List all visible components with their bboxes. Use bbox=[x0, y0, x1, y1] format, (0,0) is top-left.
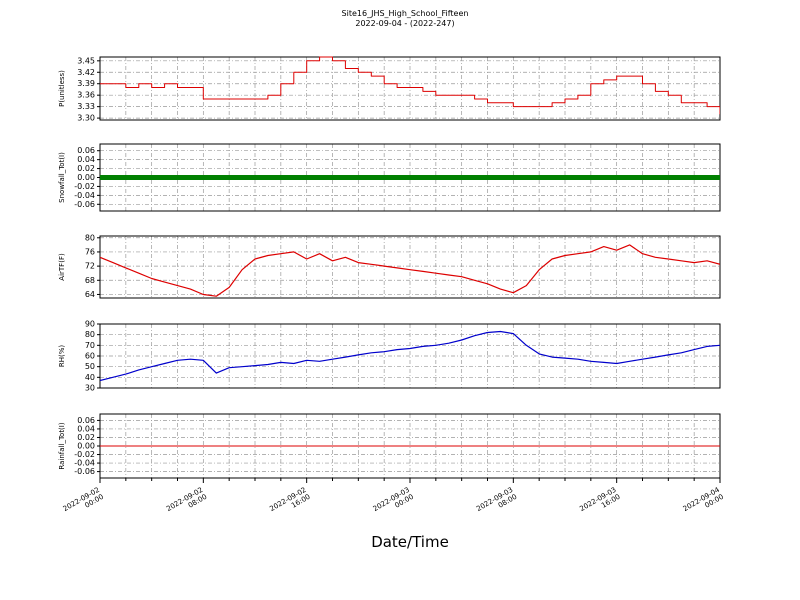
svg-text:0.00: 0.00 bbox=[77, 442, 95, 451]
svg-text:3.33: 3.33 bbox=[77, 102, 95, 111]
panel-Snowfall: -0.06-0.04-0.020.000.020.040.06 Snowfall_… bbox=[58, 143, 721, 212]
svg-text:76: 76 bbox=[85, 247, 95, 256]
chart-subtitle: 2022-09-04 - (2022-247) bbox=[355, 19, 454, 28]
svg-text:AirTF(F): AirTF(F) bbox=[58, 253, 66, 281]
svg-text:0.04: 0.04 bbox=[77, 155, 95, 164]
svg-text:0.00: 0.00 bbox=[77, 173, 95, 182]
svg-text:2022-09-0208:00: 2022-09-0208:00 bbox=[165, 486, 208, 520]
svg-text:68: 68 bbox=[85, 276, 95, 285]
svg-text:2022-09-0400:00: 2022-09-0400:00 bbox=[682, 486, 726, 520]
svg-text:30: 30 bbox=[85, 384, 95, 393]
svg-text:-0.02: -0.02 bbox=[74, 182, 95, 191]
svg-text:-0.04: -0.04 bbox=[74, 459, 95, 468]
svg-text:60: 60 bbox=[85, 352, 95, 361]
svg-text:-0.06: -0.06 bbox=[74, 467, 95, 476]
svg-text:2022-09-0316:00: 2022-09-0316:00 bbox=[578, 486, 621, 520]
svg-text:80: 80 bbox=[85, 330, 95, 339]
svg-text:-0.04: -0.04 bbox=[74, 191, 95, 200]
svg-text:Rainfall_Tot(I): Rainfall_Tot(I) bbox=[58, 422, 66, 469]
svg-text:64: 64 bbox=[85, 290, 95, 299]
svg-text:0.06: 0.06 bbox=[77, 416, 95, 425]
svg-text:2022-09-0200:00: 2022-09-0200:00 bbox=[62, 486, 105, 520]
chart-title: Site16_JHS_High_School_Fifteen bbox=[342, 9, 469, 18]
svg-text:80: 80 bbox=[85, 233, 95, 242]
svg-text:0.06: 0.06 bbox=[77, 146, 95, 155]
svg-text:3.36: 3.36 bbox=[77, 91, 95, 100]
svg-text:3.45: 3.45 bbox=[77, 56, 95, 65]
svg-text:70: 70 bbox=[85, 341, 95, 350]
svg-text:90: 90 bbox=[85, 320, 95, 329]
x-axis-label: Date/Time bbox=[371, 533, 449, 551]
svg-text:40: 40 bbox=[85, 373, 95, 382]
svg-text:RH(%): RH(%) bbox=[58, 345, 66, 368]
svg-text:3.30: 3.30 bbox=[77, 114, 95, 123]
svg-text:3.39: 3.39 bbox=[77, 79, 95, 88]
panel-Rainfall: -0.06-0.04-0.020.000.020.040.06 Rainfall_… bbox=[58, 413, 721, 479]
svg-text:-0.06: -0.06 bbox=[74, 200, 95, 209]
svg-text:0.02: 0.02 bbox=[77, 433, 95, 442]
panel-P: 3.30 3.33 3.36 3.39 3.42 3.45 P(unitless) bbox=[58, 56, 721, 123]
svg-text:50: 50 bbox=[85, 362, 95, 371]
chart-panels: 3.30 3.33 3.36 3.39 3.42 3.45 P(unitless) -0.06… bbox=[58, 56, 726, 520]
svg-text:2022-09-0308:00: 2022-09-0308:00 bbox=[475, 486, 518, 520]
svg-text:Snowfall_Tot(I): Snowfall_Tot(I) bbox=[58, 152, 66, 203]
svg-text:0.02: 0.02 bbox=[77, 164, 95, 173]
svg-text:P(unitless): P(unitless) bbox=[58, 70, 66, 107]
svg-text:-0.02: -0.02 bbox=[74, 450, 95, 459]
svg-text:2022-09-0300:00: 2022-09-0300:00 bbox=[372, 486, 415, 520]
svg-text:72: 72 bbox=[85, 262, 95, 271]
svg-text:2022-09-0216:00: 2022-09-0216:00 bbox=[268, 486, 311, 520]
svg-text:3.42: 3.42 bbox=[77, 68, 95, 77]
panel-AirTF: 64 68 72 76 80 AirTF(F) bbox=[58, 233, 721, 299]
svg-text:0.04: 0.04 bbox=[77, 424, 95, 433]
